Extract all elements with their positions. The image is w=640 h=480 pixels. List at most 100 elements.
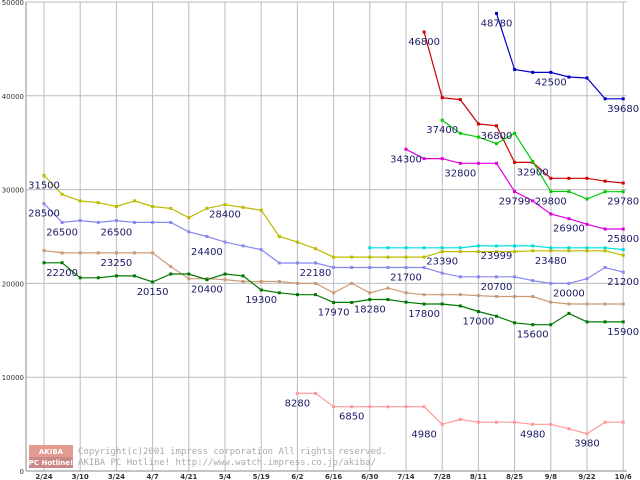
- x-tick-labels: 2/24 3/10 3/24 4/7 4/21 5/4 5/19 6/2 6/16 6/30 7/1…: [35, 473, 631, 480]
- data-point-lavender: [205, 235, 209, 238]
- data-point-pink: [314, 391, 317, 395]
- data-label: 22200: [46, 268, 78, 279]
- data-point-tan: [42, 249, 46, 253]
- data-point-darkgreen: [259, 288, 263, 292]
- data-label: 29800: [535, 196, 567, 207]
- data-label: 17000: [462, 317, 494, 328]
- data-point-olive: [368, 255, 372, 259]
- data-point-pink: [386, 405, 390, 409]
- data-point-lavender: [404, 265, 408, 269]
- data-point-cyan: [549, 246, 553, 250]
- data-point-darkgreen: [567, 311, 571, 315]
- data-point-pink: [458, 417, 462, 421]
- data-point-pink: [567, 427, 571, 431]
- data-point-olive: [151, 204, 155, 208]
- data-point-cyan: [386, 246, 390, 250]
- data-point-lavender: [133, 220, 136, 224]
- data-point-red: [495, 124, 498, 128]
- data-point-blue: [531, 70, 535, 74]
- chart-axes: [25, 2, 627, 472]
- data-point-lavender: [350, 265, 354, 269]
- data-point-green: [458, 131, 462, 135]
- data-point-magenta: [440, 157, 444, 161]
- data-point-lavender: [531, 279, 535, 283]
- x-tick-label: 3/10: [72, 473, 89, 480]
- data-point-lavender: [567, 281, 571, 285]
- data-label: 4980: [520, 429, 545, 440]
- data-point-tan: [368, 291, 372, 295]
- data-point-lavender: [549, 281, 553, 285]
- x-tick-label: 3/24: [108, 473, 125, 480]
- data-point-tan: [114, 251, 118, 255]
- footer-watermark: AKIBA PC Hotline! Copyright(c)2001 impre…: [29, 445, 387, 468]
- data-label: 21700: [390, 272, 422, 283]
- data-point-green: [621, 190, 625, 194]
- data-point-olive: [187, 216, 191, 220]
- x-tick-label: 5/4: [219, 473, 231, 480]
- data-label: 25800: [607, 234, 639, 245]
- data-point-lavender: [476, 275, 480, 279]
- data-point-green: [549, 189, 553, 193]
- data-point-darkgreen: [169, 272, 173, 276]
- y-tick-label: 10000: [2, 374, 24, 382]
- data-label: 22180: [300, 268, 332, 279]
- data-point-red: [585, 176, 589, 180]
- data-point-olive: [621, 253, 625, 257]
- data-point-darkgreen: [223, 272, 227, 276]
- series-group: [42, 11, 625, 436]
- data-point-olive: [259, 208, 263, 212]
- data-point-darkgreen: [495, 314, 498, 318]
- data-point-magenta: [422, 157, 426, 161]
- y-tick-label: 40000: [2, 93, 24, 101]
- data-point-cyan: [404, 246, 408, 250]
- data-point-tan: [422, 293, 426, 297]
- data-point-tan: [404, 291, 408, 295]
- data-point-cyan: [422, 246, 426, 250]
- data-point-tan: [531, 295, 535, 299]
- logo-bottom-text: PC Hotline!: [29, 459, 73, 467]
- data-point-lavender: [187, 230, 191, 234]
- data-point-tan: [386, 286, 390, 290]
- data-point-tan: [621, 302, 625, 306]
- data-label: 48780: [481, 18, 513, 29]
- data-point-olive: [169, 206, 173, 210]
- data-point-darkgreen: [458, 304, 462, 308]
- x-tick-label: 9/8: [545, 473, 557, 480]
- data-point-olive: [440, 250, 444, 254]
- data-point-lavender: [114, 219, 118, 223]
- data-point-darkgreen: [440, 302, 444, 306]
- data-point-cyan: [495, 244, 498, 248]
- data-point-cyan: [440, 246, 444, 250]
- data-point-lavender: [223, 240, 227, 244]
- data-point-darkgreen: [350, 300, 354, 304]
- data-point-tan: [549, 300, 553, 304]
- data-point-green: [585, 197, 589, 201]
- data-label: 18280: [354, 305, 386, 316]
- data-point-lavender: [495, 275, 498, 279]
- data-point-pink: [531, 422, 535, 426]
- data-point-lavender: [603, 265, 607, 269]
- data-label: 42500: [535, 77, 567, 88]
- data-point-tan: [60, 251, 64, 255]
- data-point-red: [603, 179, 607, 183]
- data-label: 3980: [574, 439, 599, 450]
- data-labels: 46800 48780 42500 39680 37400 36800 34300 32800…: [28, 18, 639, 449]
- data-point-olive: [495, 250, 498, 254]
- data-point-green: [495, 142, 498, 146]
- copyright-line-2: AKIBA PC Hotline! http://www.watch.impre…: [78, 458, 376, 468]
- data-point-pink: [332, 405, 336, 409]
- data-label: 24400: [191, 247, 223, 258]
- data-point-lavender: [295, 261, 299, 265]
- data-point-cyan: [368, 246, 372, 250]
- data-label: 23250: [100, 258, 132, 269]
- data-point-olive: [133, 199, 136, 203]
- data-point-tan: [332, 291, 336, 295]
- data-point-lavender: [458, 275, 462, 279]
- data-point-magenta: [513, 189, 517, 193]
- data-point-darkgreen: [585, 320, 589, 324]
- data-point-magenta: [603, 227, 607, 231]
- data-point-tan: [603, 302, 607, 306]
- data-point-pink: [422, 405, 426, 409]
- logo-top-text: AKIBA: [39, 448, 64, 456]
- data-point-tan: [241, 280, 245, 284]
